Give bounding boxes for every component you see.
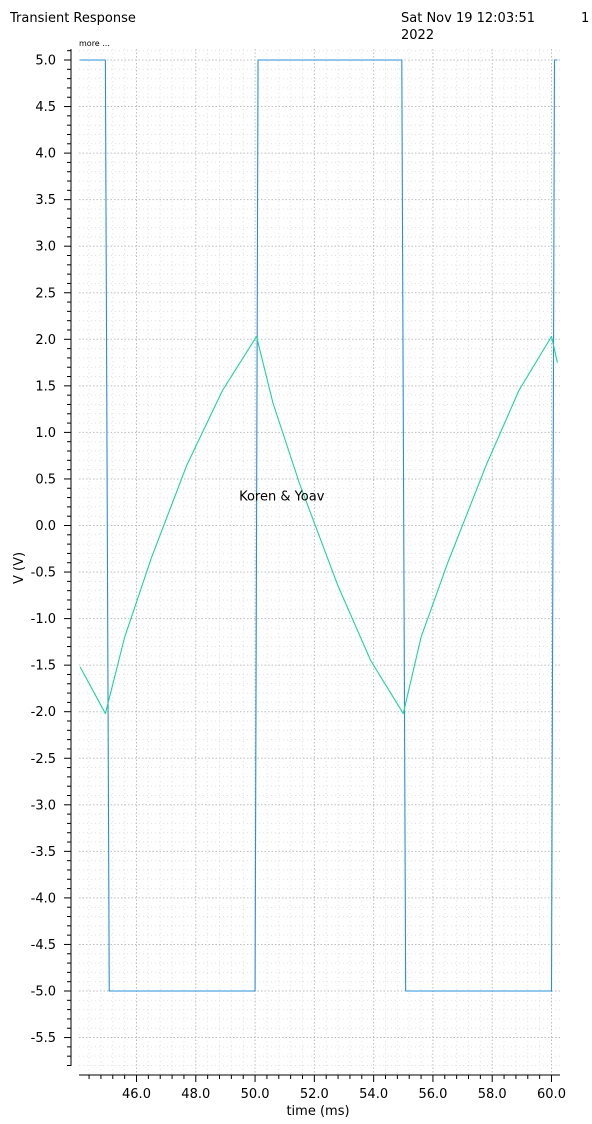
y-tick-label: -3.0 xyxy=(31,798,56,813)
chart-annotation: Koren & Yoav xyxy=(239,489,325,504)
timestamp-line2: 2022 xyxy=(401,28,434,43)
more-link[interactable]: more ... xyxy=(79,39,110,48)
y-tick-label: 4.5 xyxy=(35,100,56,115)
timestamp-line1: Sat Nov 19 12:03:51 xyxy=(401,11,535,26)
y-tick-label: 0.0 xyxy=(35,519,56,534)
chart-title: Transient Response xyxy=(9,11,136,26)
y-tick-label: -4.0 xyxy=(31,891,56,906)
x-tick-label: 58.0 xyxy=(478,1087,507,1102)
series-lines xyxy=(79,59,558,992)
y-tick-label: -0.5 xyxy=(31,566,56,581)
y-tick-label: -3.5 xyxy=(31,845,56,860)
y-tick-label: -5.5 xyxy=(31,1031,56,1046)
y-tick-label: -1.0 xyxy=(31,612,56,627)
triangle-wave-series xyxy=(79,335,558,715)
x-tick-label: 56.0 xyxy=(418,1087,447,1102)
y-tick-label: 2.5 xyxy=(35,286,56,301)
x-tick-label: 50.0 xyxy=(241,1087,270,1102)
x-tick-label: 52.0 xyxy=(300,1087,329,1102)
y-tick-label: 3.0 xyxy=(35,240,56,255)
y-tick-label: -4.5 xyxy=(31,938,56,953)
y-tick-label: 3.5 xyxy=(35,193,56,208)
x-tick-label: 46.0 xyxy=(122,1087,151,1102)
x-tick-label: 48.0 xyxy=(181,1087,210,1102)
y-axis-title: V (V) xyxy=(12,552,27,584)
y-tick-label: 4.0 xyxy=(35,147,56,162)
x-axis-title: time (ms) xyxy=(286,1104,349,1119)
y-tick-label: -2.0 xyxy=(31,705,56,720)
y-tick-label: -5.0 xyxy=(31,985,56,1000)
y-tick-label: -2.5 xyxy=(31,752,56,767)
page-number: 1 xyxy=(581,11,589,26)
y-tick-label: -1.5 xyxy=(31,659,56,674)
x-tick-label: 60.0 xyxy=(537,1087,566,1102)
axes: 5.0 4.5 4.0 3.5 3.0 2.5 2.0 1.5 1.0 0.5 0.0 -0.5 -1.… xyxy=(31,49,566,1102)
grid xyxy=(79,49,560,1075)
y-tick-label: 1.5 xyxy=(35,379,56,394)
y-tick-label: 1.0 xyxy=(35,426,56,441)
x-tick-label: 54.0 xyxy=(359,1087,388,1102)
y-tick-label: 0.5 xyxy=(35,472,56,487)
square-wave-series xyxy=(80,59,558,992)
y-tick-label: 2.0 xyxy=(35,333,56,348)
y-tick-label: 5.0 xyxy=(35,54,56,69)
